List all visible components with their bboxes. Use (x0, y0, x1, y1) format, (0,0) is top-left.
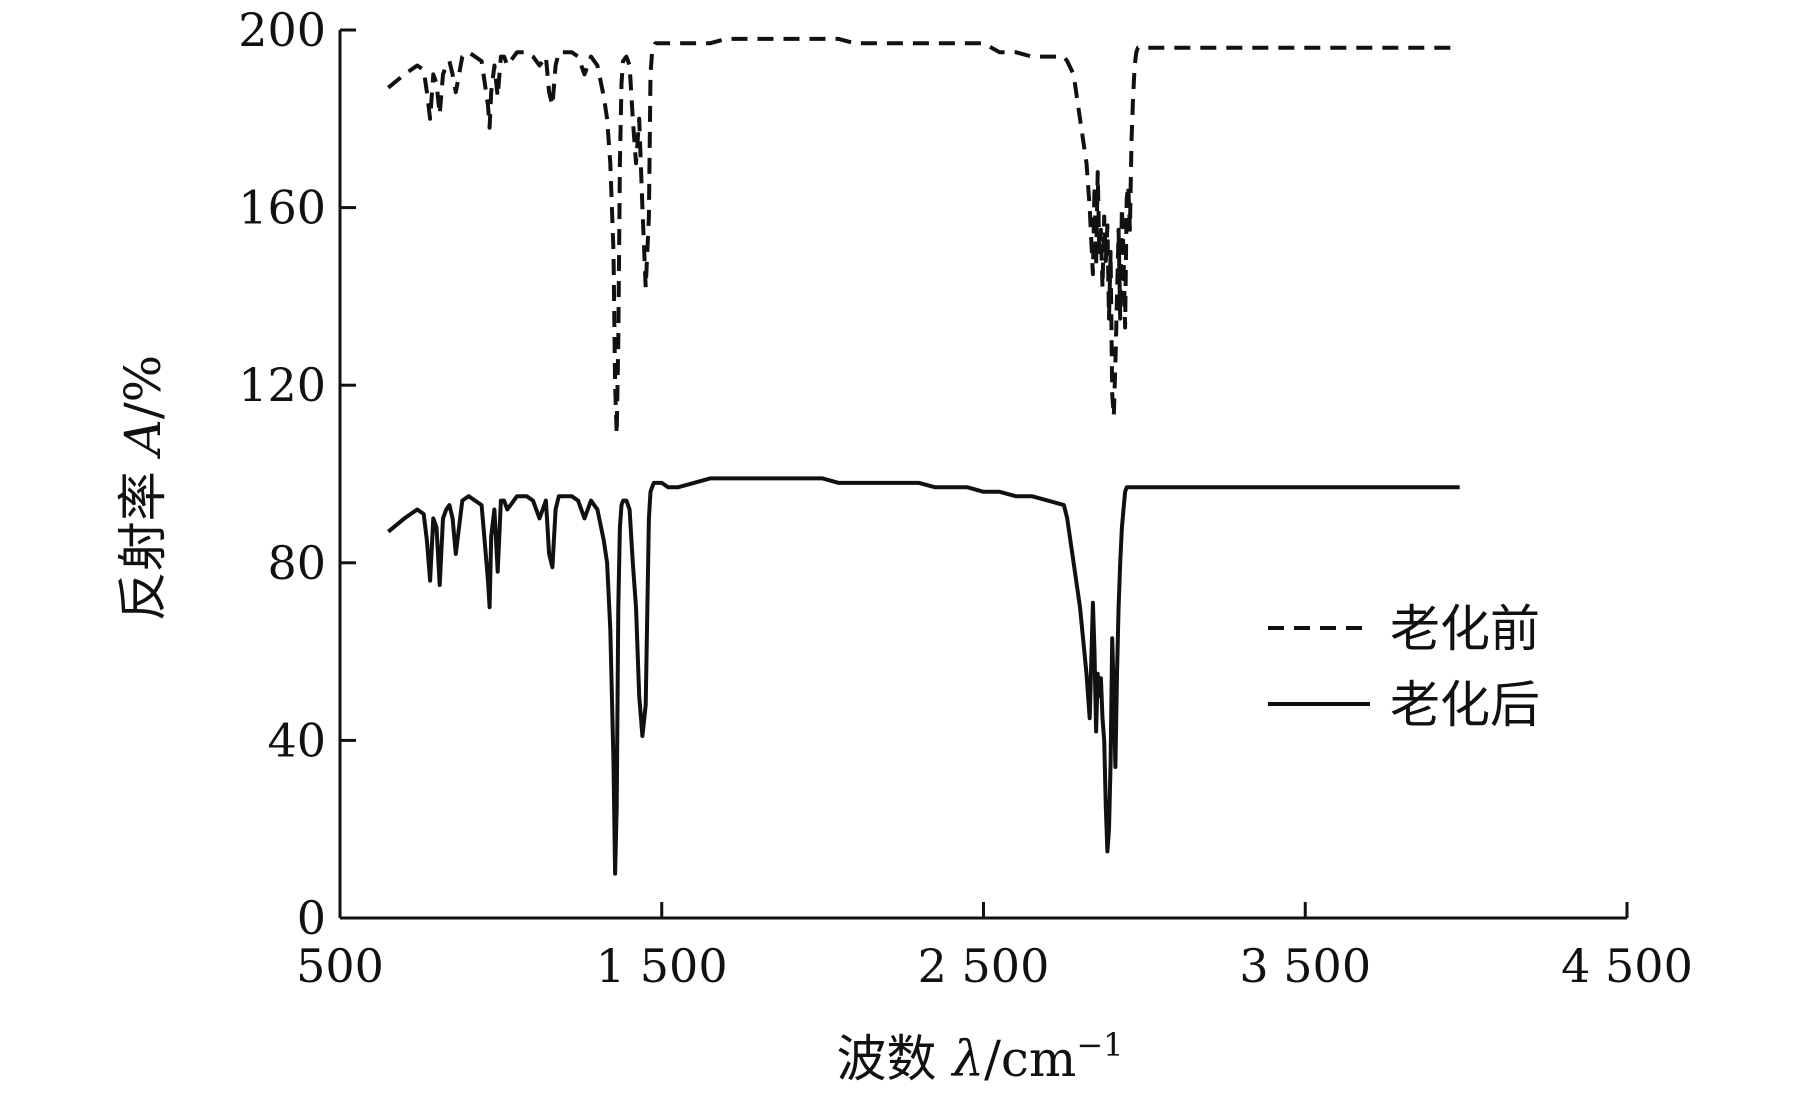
y-axis-title-symbol: A (114, 419, 172, 459)
y-tick-label: 80 (267, 536, 326, 590)
x-axis-title-exponent: −1 (1076, 1026, 1123, 1064)
y-tick-label: 160 (238, 181, 326, 235)
x-tick-label: 1 500 (596, 939, 728, 993)
legend-label-2: 老化后 (1390, 676, 1540, 734)
series-layer (387, 36, 1460, 876)
x-axis-title: 波数 λ/cm−1 (836, 1026, 1123, 1088)
x-tick-label: 500 (296, 939, 384, 993)
x-axis-title-prefix: 波数 (836, 1030, 952, 1088)
y-axis-title-unit: /% (114, 355, 172, 419)
y-tick-label: 120 (238, 358, 326, 412)
y-tick-label: 0 (297, 891, 326, 945)
x-tick-label: 3 500 (1239, 939, 1371, 993)
series-line-2 (387, 476, 1460, 876)
y-tick-label: 40 (267, 713, 326, 767)
x-ticks: 500 1 500 2 500 3 500 4 500 (296, 902, 1693, 993)
y-ticks: 0 40 80 120 160 200 (238, 3, 356, 945)
legend-label-1: 老化前 (1390, 600, 1540, 658)
axes (338, 30, 1627, 920)
y-tick-label: 200 (238, 3, 326, 57)
x-tick-label: 2 500 (918, 939, 1050, 993)
x-axis-title-symbol: λ (950, 1030, 984, 1088)
x-tick-label: 4 500 (1561, 939, 1693, 993)
y-axis-title-prefix: 反射率 (114, 455, 172, 621)
x-axis-title-unit: /cm (984, 1030, 1076, 1088)
y-axis-title: 反射率 A/% (114, 355, 172, 621)
series-line-1 (387, 36, 1460, 436)
